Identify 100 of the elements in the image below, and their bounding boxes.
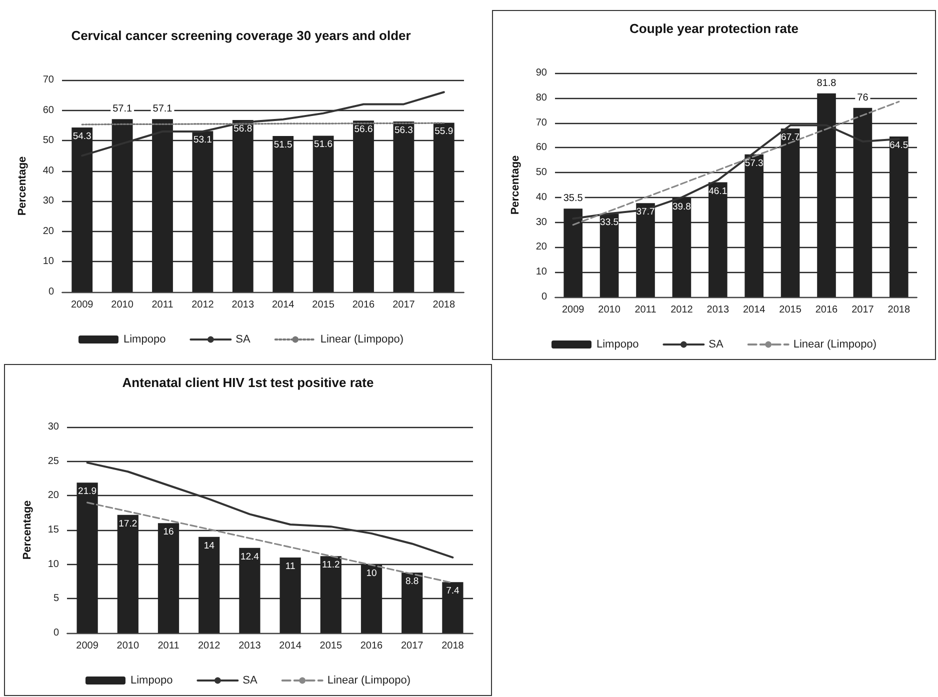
x-tick-label: 2010: [111, 300, 134, 310]
x-tick-label: 2011: [634, 304, 657, 316]
legend-label: SA: [708, 338, 724, 350]
data-label: 11: [285, 560, 296, 572]
y-tick-label: 5: [53, 593, 60, 604]
x-tick-label: 2012: [198, 640, 221, 652]
data-label: 33.5: [600, 217, 619, 228]
x-tick-label: 2014: [279, 640, 302, 652]
data-label: 54.3: [72, 131, 92, 142]
x-tick-label: 2009: [562, 304, 585, 316]
data-label: 56.3: [394, 124, 413, 136]
y-tick-label: 40: [42, 165, 54, 176]
y-tick-label: 30: [48, 422, 60, 432]
x-tick-label: 2009: [70, 300, 94, 310]
x-tick-label: 2013: [232, 300, 254, 310]
y-tick-label: 80: [536, 92, 548, 104]
data-label: 51.6: [314, 139, 333, 150]
data-label: 14: [204, 540, 214, 552]
y-axis-title: Percentage: [510, 155, 522, 215]
x-tick-label: 2013: [706, 304, 730, 316]
data-label: 17.2: [118, 518, 138, 530]
y-tick-label: 15: [48, 524, 60, 536]
data-label: 81.8: [816, 78, 837, 89]
x-tick-label: 2014: [272, 300, 295, 310]
y-tick-label: 20: [48, 490, 60, 502]
data-label: 46.1: [708, 186, 728, 197]
y-tick-label: 30: [42, 196, 54, 207]
data-label: 8.8: [405, 576, 419, 588]
data-label: 56.8: [234, 123, 252, 134]
legend-label: Limpopo: [123, 334, 166, 346]
y-axis-title: Percentage: [16, 156, 28, 216]
x-tick-label: 2009: [76, 640, 99, 652]
data-label: 35.5: [563, 193, 584, 204]
data-label: 56.6: [354, 124, 373, 136]
legend-label: Limpopo: [130, 674, 173, 686]
x-tick-label: 2010: [116, 640, 140, 652]
y-tick-label: 40: [536, 192, 548, 203]
x-tick-label: 2016: [352, 300, 376, 310]
data-label: 57.3: [744, 158, 764, 169]
data-label: 16: [163, 526, 174, 538]
line-series: [86, 502, 454, 584]
x-tick-label: 2015: [312, 300, 335, 310]
x-tick-label: 2012: [192, 300, 214, 310]
legend-label: Linear (Limpopo): [320, 334, 404, 346]
x-tick-label: 2010: [598, 304, 621, 316]
x-tick-label: 2011: [152, 300, 174, 310]
y-tick-label: 0: [541, 292, 548, 302]
data-label: 57.1: [112, 104, 132, 115]
y-tick-label: 0: [48, 286, 54, 298]
legend-label: Linear (Limpopo): [793, 338, 877, 350]
y-tick-label: 25: [48, 456, 60, 467]
x-tick-label: 2015: [779, 304, 802, 316]
data-label: 51.5: [274, 140, 292, 151]
x-tick-label: 2017: [852, 304, 874, 316]
y-tick-label: 90: [536, 68, 548, 78]
legend-label: SA: [236, 334, 252, 346]
y-tick-label: 30: [536, 216, 548, 228]
y-tick-label: 10: [536, 266, 548, 278]
data-label: 76: [857, 92, 869, 104]
y-tick-label: 60: [42, 104, 54, 116]
data-label: 11.2: [322, 560, 340, 571]
data-label: 12.4: [240, 551, 259, 562]
x-tick-label: 2017: [400, 640, 424, 652]
x-tick-label: 2016: [815, 304, 838, 316]
x-tick-label: 2012: [670, 304, 694, 316]
data-label: 21.9: [78, 486, 97, 498]
legend-label: Limpopo: [596, 338, 639, 350]
legend-label: SA: [242, 674, 258, 686]
x-tick-label: 2016: [360, 640, 384, 652]
x-tick-label: 2018: [442, 640, 464, 652]
data-label: 37.7: [636, 206, 655, 218]
x-tick-label: 2015: [320, 640, 342, 652]
data-label: 53.1: [193, 134, 212, 146]
x-tick-label: 2018: [432, 300, 456, 310]
x-tick-label: 2018: [888, 304, 910, 316]
y-tick-label: 0: [53, 628, 60, 638]
y-tick-label: 60: [536, 142, 548, 154]
chart-title: Couple year protection rate: [629, 21, 799, 36]
data-label: 55.9: [434, 126, 454, 138]
data-label: 57.1: [152, 104, 173, 115]
y-tick-label: 20: [42, 226, 54, 237]
data-label: 39.8: [672, 201, 691, 212]
y-tick-label: 20: [536, 242, 548, 253]
data-label: 10: [366, 568, 377, 579]
chart-title: Cervical cancer screening coverage 30 years and older: [71, 28, 411, 43]
y-tick-label: 10: [42, 256, 54, 268]
data-label: 64.5: [890, 140, 908, 151]
x-tick-label: 2014: [742, 304, 766, 316]
x-tick-label: 2017: [392, 300, 416, 310]
y-axis-title: Percentage: [22, 500, 34, 560]
x-tick-label: 2013: [238, 640, 262, 652]
data-label: 7.4: [446, 586, 460, 597]
x-tick-label: 2011: [158, 640, 180, 652]
y-tick-label: 70: [536, 117, 548, 128]
chart-title: Antenatal client HIV 1st test positive rate: [122, 375, 374, 390]
y-tick-label: 10: [48, 558, 60, 570]
data-label: 67.7: [781, 132, 800, 143]
y-tick-label: 70: [42, 74, 54, 86]
legend-label: Linear (Limpopo): [327, 674, 411, 686]
y-tick-label: 50: [536, 167, 548, 178]
